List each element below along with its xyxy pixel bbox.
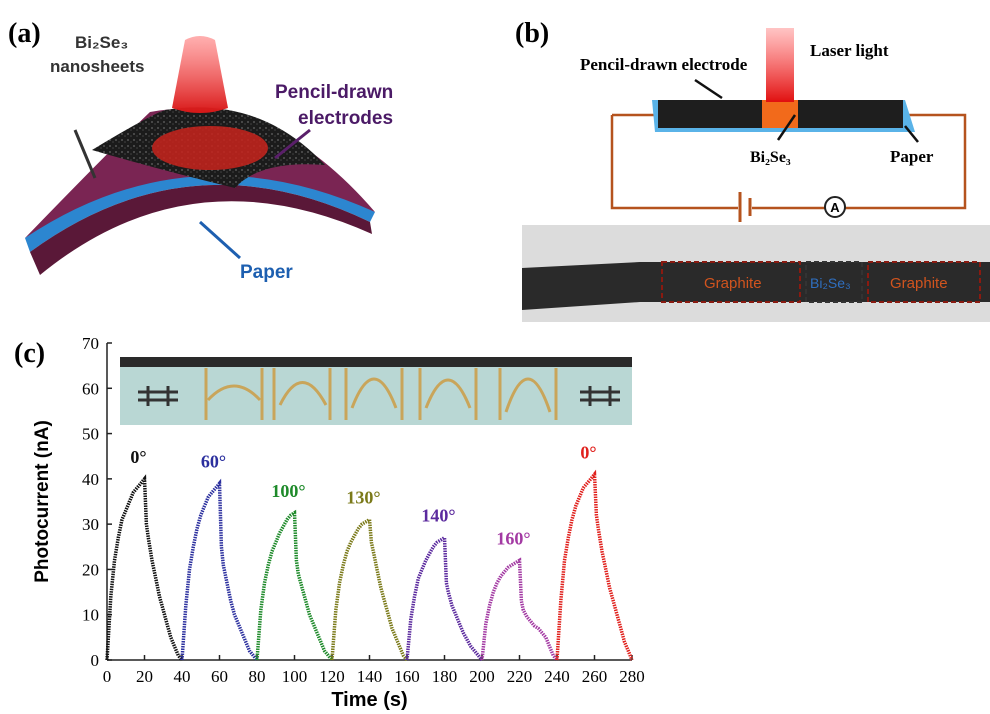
series-line xyxy=(255,509,334,662)
sheet-side xyxy=(30,184,372,275)
y-tick-label: 20 xyxy=(82,560,99,579)
x-tick-label: 20 xyxy=(136,667,153,686)
label: Bi₂Se₃ xyxy=(750,149,791,166)
panel-label: (a) xyxy=(8,18,41,49)
y-tick-label: 30 xyxy=(82,515,99,534)
x-tick-label: 140 xyxy=(357,667,383,686)
y-tick-label: 40 xyxy=(82,470,99,489)
photo-box xyxy=(805,261,863,303)
pointer xyxy=(274,128,311,160)
x-tick-label: 40 xyxy=(174,667,191,686)
x-tick-label: 240 xyxy=(544,667,570,686)
x-tick-label: 100 xyxy=(282,667,308,686)
photo-strip xyxy=(522,262,990,310)
series-label: 130° xyxy=(346,488,380,508)
label: Pencil-drawn xyxy=(275,82,393,103)
x-axis-label: Time (s) xyxy=(331,689,407,711)
series-label: 100° xyxy=(271,481,305,501)
pointer xyxy=(73,129,97,179)
series-line xyxy=(555,469,634,661)
label: electrodes xyxy=(298,108,393,129)
y-tick-label: 60 xyxy=(82,379,99,398)
x-tick-label: 260 xyxy=(582,667,608,686)
label: Laser light xyxy=(810,41,889,60)
panel-label: (b) xyxy=(515,18,549,49)
x-tick-label: 220 xyxy=(507,667,533,686)
label: Pencil-drawn electrode xyxy=(580,55,748,74)
series-label: 160° xyxy=(496,528,530,548)
x-tick-label: 80 xyxy=(249,667,266,686)
x-tick-label: 120 xyxy=(319,667,345,686)
bi2se3 xyxy=(762,100,798,128)
pointer xyxy=(904,125,919,143)
photo-label: Graphite xyxy=(704,275,762,292)
inset-photo xyxy=(120,357,632,425)
circuit-wire xyxy=(610,113,967,210)
series-label: 0° xyxy=(580,442,596,462)
label: Paper xyxy=(240,262,293,283)
y-tick-label: 10 xyxy=(82,606,99,625)
x-tick-label: 0 xyxy=(103,667,112,686)
photo-box xyxy=(867,261,981,303)
pointer xyxy=(694,78,723,100)
label: nanosheets xyxy=(50,57,144,76)
laser-beam xyxy=(766,28,794,102)
series-line xyxy=(105,474,184,662)
ammeter xyxy=(824,196,846,218)
pointer xyxy=(198,220,242,260)
photo-label: Graphite xyxy=(890,275,948,292)
y-tick-label: 0 xyxy=(91,651,100,670)
x-tick-label: 280 xyxy=(619,667,645,686)
series-label: 0° xyxy=(130,447,146,467)
label: Bi₂Se₃ xyxy=(75,33,128,52)
x-tick-label: 160 xyxy=(394,667,420,686)
laser-cone xyxy=(172,36,228,113)
series-line xyxy=(405,534,484,662)
y-tick-label: 70 xyxy=(82,334,99,353)
panel-c: (c) 0 10 20 30 40 50 60 70 0 20 40 60 80 100 120 140 160… xyxy=(14,334,645,711)
x-tick-label: 200 xyxy=(469,667,495,686)
photo-box xyxy=(661,261,801,303)
laser-spot xyxy=(152,126,268,170)
series-line xyxy=(330,516,409,662)
y-axis-label: Photocurrent (nA) xyxy=(32,420,53,583)
photo-label: Bi₂Se₃ xyxy=(810,275,851,291)
series-line xyxy=(180,478,259,662)
x-tick-label: 180 xyxy=(432,667,458,686)
series-label: 140° xyxy=(421,506,455,526)
ammeter-label: A xyxy=(830,200,840,215)
series-line xyxy=(480,557,559,662)
series-label: 60° xyxy=(201,451,226,471)
panel-a: (a) Bi₂Se₃ nanosheets Pencil-drawn elect… xyxy=(8,18,393,283)
label: Paper xyxy=(890,147,934,166)
panel-label: (c) xyxy=(14,338,45,369)
pointer xyxy=(776,114,797,141)
panel-b: (b) A Laser light Pencil-drawn electrode… xyxy=(515,18,990,322)
x-tick-label: 60 xyxy=(211,667,228,686)
y-tick-label: 50 xyxy=(82,425,99,444)
